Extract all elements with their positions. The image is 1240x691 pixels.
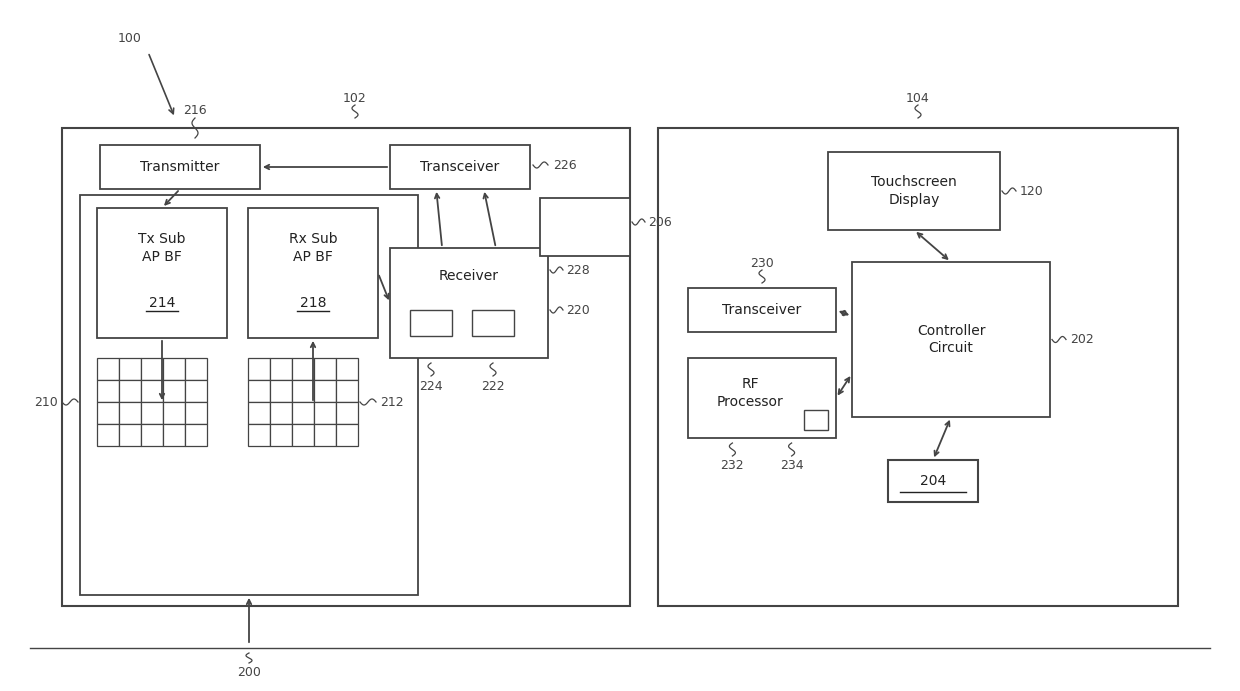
Bar — [162, 424, 185, 446]
Text: Touchscreen
Display: Touchscreen Display — [872, 176, 957, 207]
Text: 220: 220 — [565, 303, 590, 316]
Bar — [97, 208, 227, 338]
Text: 224: 224 — [419, 379, 443, 392]
Bar — [248, 380, 270, 402]
Bar — [119, 358, 141, 380]
Bar — [291, 424, 314, 446]
Text: 214: 214 — [149, 296, 175, 310]
Text: 234: 234 — [780, 459, 804, 471]
Bar — [141, 424, 162, 446]
Bar — [162, 380, 185, 402]
Text: 210: 210 — [35, 395, 58, 408]
Text: Rx Sub
AP BF: Rx Sub AP BF — [289, 232, 337, 264]
Bar — [81, 195, 418, 595]
Text: Transceiver: Transceiver — [723, 303, 801, 317]
Text: 204: 204 — [920, 474, 946, 488]
Text: 232: 232 — [720, 459, 744, 471]
Text: 226: 226 — [553, 158, 577, 171]
Bar — [472, 310, 515, 336]
Bar — [336, 424, 358, 446]
Bar — [270, 424, 291, 446]
Bar — [270, 402, 291, 424]
Bar — [888, 460, 978, 502]
Bar — [658, 128, 1178, 606]
Bar — [185, 424, 207, 446]
Bar — [97, 380, 119, 402]
Text: RF
Processor: RF Processor — [717, 377, 784, 408]
Bar — [391, 248, 548, 358]
Bar — [100, 145, 260, 189]
Text: Controller
Circuit: Controller Circuit — [916, 324, 986, 355]
Bar — [119, 402, 141, 424]
Bar — [185, 358, 207, 380]
Bar — [97, 358, 119, 380]
Bar — [336, 402, 358, 424]
Bar — [185, 402, 207, 424]
Text: 202: 202 — [1070, 333, 1094, 346]
Bar — [119, 424, 141, 446]
Text: Transceiver: Transceiver — [420, 160, 500, 174]
Text: 212: 212 — [379, 395, 404, 408]
Text: 200: 200 — [237, 667, 260, 679]
Bar — [97, 402, 119, 424]
Bar — [336, 380, 358, 402]
Bar — [248, 424, 270, 446]
Bar — [852, 262, 1050, 417]
Text: Transmitter: Transmitter — [140, 160, 219, 174]
Bar — [688, 358, 836, 438]
Bar — [314, 424, 336, 446]
Bar — [314, 380, 336, 402]
Text: Tx Sub
AP BF: Tx Sub AP BF — [138, 232, 186, 264]
Bar — [688, 288, 836, 332]
Text: 218: 218 — [300, 296, 326, 310]
Text: 102: 102 — [343, 91, 367, 104]
Text: 230: 230 — [750, 256, 774, 269]
Bar — [314, 358, 336, 380]
Bar — [141, 402, 162, 424]
Bar — [185, 380, 207, 402]
Bar — [62, 128, 630, 606]
Bar — [291, 358, 314, 380]
Text: Receiver: Receiver — [439, 269, 498, 283]
Bar — [828, 152, 999, 230]
Bar — [248, 208, 378, 338]
Bar — [270, 358, 291, 380]
Bar — [248, 402, 270, 424]
Text: 216: 216 — [184, 104, 207, 117]
Bar — [314, 402, 336, 424]
Bar — [270, 380, 291, 402]
Bar — [141, 380, 162, 402]
Bar — [162, 402, 185, 424]
Text: 222: 222 — [481, 379, 505, 392]
Text: 206: 206 — [649, 216, 672, 229]
Text: 228: 228 — [565, 263, 590, 276]
Bar — [97, 424, 119, 446]
Bar — [119, 380, 141, 402]
Text: 100: 100 — [118, 32, 141, 44]
Bar — [336, 358, 358, 380]
Bar — [804, 410, 828, 430]
Bar — [141, 358, 162, 380]
Bar — [410, 310, 453, 336]
Bar — [162, 358, 185, 380]
Bar — [291, 380, 314, 402]
Bar — [248, 358, 270, 380]
Bar — [539, 198, 630, 256]
Text: 120: 120 — [1021, 184, 1044, 198]
Bar — [391, 145, 529, 189]
Bar — [291, 402, 314, 424]
Text: 104: 104 — [906, 91, 930, 104]
